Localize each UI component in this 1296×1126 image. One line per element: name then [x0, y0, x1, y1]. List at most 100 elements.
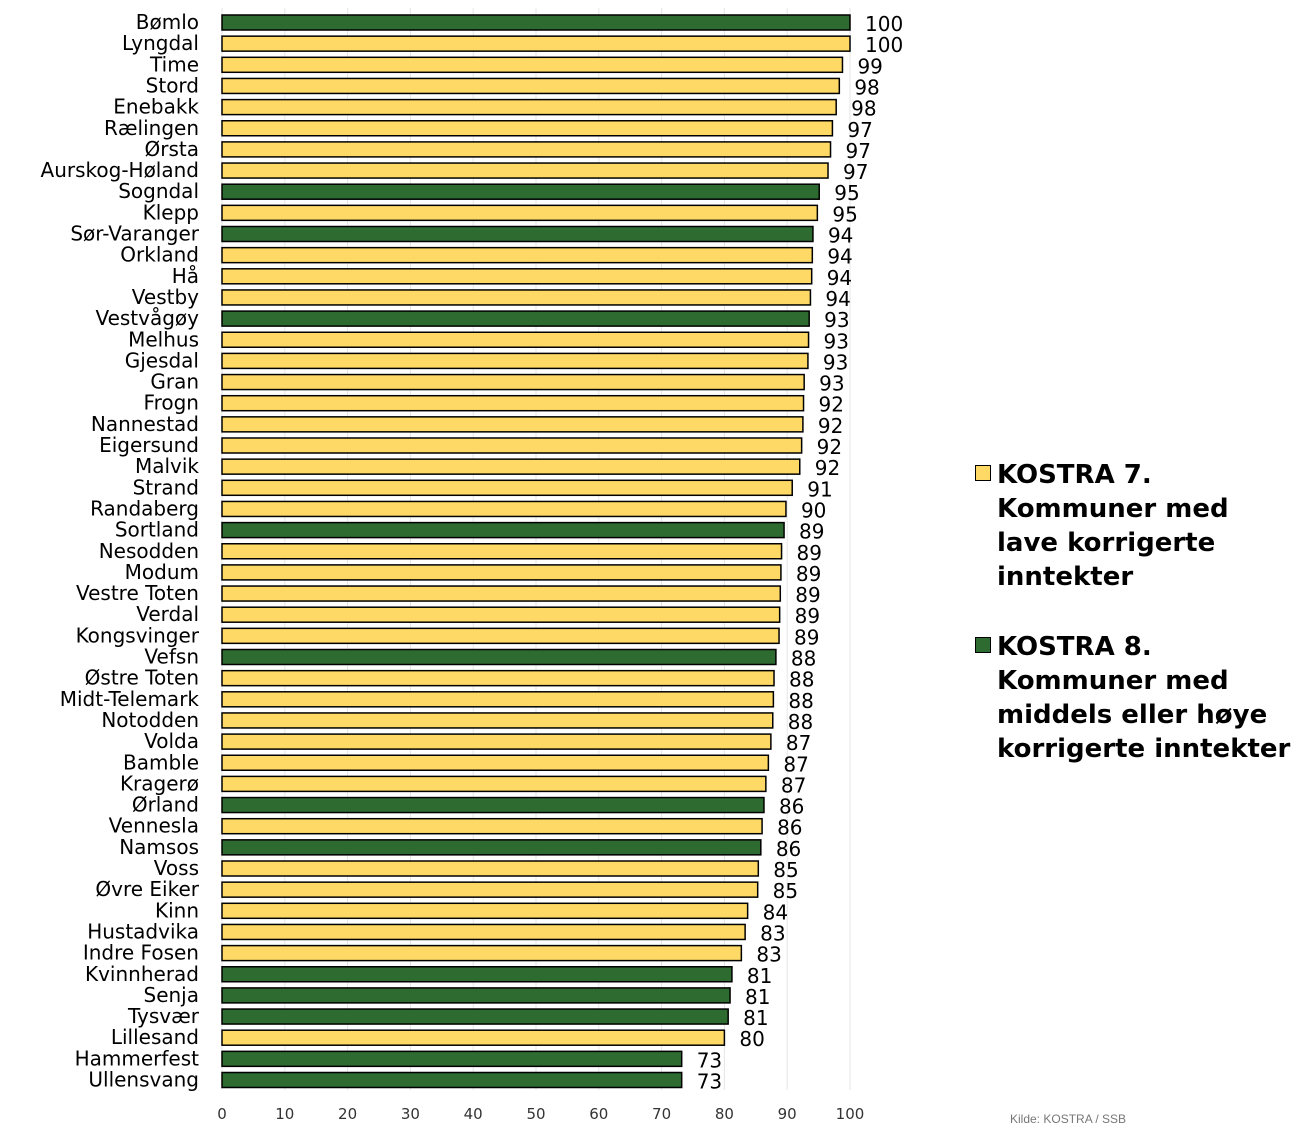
bar	[221, 352, 809, 370]
data-label: 89	[794, 625, 819, 649]
category-label: Modum	[125, 560, 199, 584]
data-label: 81	[747, 964, 772, 988]
bar	[221, 648, 777, 666]
bar	[221, 162, 829, 179]
category-label: Ørland	[132, 793, 199, 817]
data-label: 92	[818, 414, 843, 438]
category-label: Kongsvinger	[76, 623, 200, 647]
bar	[221, 56, 844, 74]
data-label: 90	[801, 498, 826, 522]
bar	[221, 923, 746, 941]
category-label: Hå	[172, 264, 199, 288]
category-label: Nannestad	[91, 412, 199, 436]
data-label: 94	[827, 266, 852, 290]
data-label: 98	[851, 97, 876, 121]
category-label: Gjesdal	[125, 348, 199, 372]
x-tick-label: 10	[275, 1105, 294, 1123]
data-label: 86	[776, 837, 801, 861]
category-label: Aurskog-Høland	[41, 158, 199, 182]
category-label: Hammerfest	[75, 1046, 200, 1070]
bar	[221, 14, 851, 31]
bar	[221, 966, 733, 983]
bar	[221, 839, 762, 856]
bar	[221, 268, 813, 285]
data-label: 87	[781, 773, 806, 797]
data-label: 97	[846, 139, 871, 163]
category-label: Kinn	[155, 898, 199, 922]
data-label: 89	[796, 562, 821, 586]
category-label: Vestvågøy	[95, 306, 199, 330]
data-label: 85	[773, 858, 798, 882]
category-label: Midt-Telemark	[60, 687, 200, 711]
bar	[221, 817, 763, 835]
category-label: Time	[149, 52, 199, 76]
data-label: 94	[828, 224, 853, 248]
category-label: Nesodden	[99, 539, 199, 563]
data-label: 92	[817, 435, 842, 459]
category-label: Kragerø	[120, 771, 199, 795]
category-label: Sogndal	[118, 179, 199, 203]
data-label: 94	[827, 245, 852, 269]
x-tick-label: 60	[589, 1105, 608, 1123]
x-tick-label: 90	[778, 1105, 797, 1123]
legend: KOSTRA 7. Kommuner med lave korrigerte i…	[975, 458, 1295, 766]
data-label: 93	[824, 308, 849, 332]
bar	[221, 712, 774, 729]
data-label: 81	[743, 1006, 768, 1030]
bar	[221, 204, 819, 222]
category-label: Vefsn	[144, 645, 199, 669]
bar	[221, 796, 765, 814]
bar	[221, 564, 782, 581]
bar	[221, 1050, 683, 1068]
category-label: Hustadvika	[87, 919, 199, 943]
bar	[221, 987, 731, 1004]
legend-swatch-kostra-7	[975, 465, 991, 481]
bar	[221, 458, 801, 475]
data-label: 91	[807, 477, 832, 501]
bar	[221, 98, 837, 116]
bar	[221, 141, 832, 158]
bar	[221, 944, 743, 962]
category-label: Malvik	[135, 454, 199, 478]
bar	[221, 627, 780, 645]
bar	[221, 394, 805, 412]
category-label: Indre Fosen	[83, 941, 199, 965]
category-label: Ullensvang	[88, 1068, 199, 1092]
bar	[221, 35, 851, 52]
data-label: 85	[773, 879, 798, 903]
data-label: 86	[777, 816, 802, 840]
data-label: 100	[865, 33, 903, 57]
x-tick-label: 20	[338, 1105, 357, 1123]
category-label: Stord	[146, 73, 199, 97]
bar	[221, 373, 805, 391]
category-label: Volda	[144, 729, 199, 753]
data-label: 93	[824, 329, 849, 353]
category-label: Vennesla	[109, 814, 199, 838]
category-label: Tysvær	[127, 1004, 200, 1028]
bar-chart: 0 10 20 30 40 50 60 70 80 90 100 Bømlo 100 Lyngdal 100…	[41, 8, 903, 1123]
category-label: Bømlo	[136, 10, 199, 34]
data-label: 73	[697, 1048, 722, 1072]
data-label: 92	[815, 456, 840, 480]
category-label: Eigersund	[99, 433, 199, 457]
data-label: 88	[788, 710, 813, 734]
bar	[221, 437, 803, 454]
bar	[221, 479, 793, 497]
data-label: 88	[791, 647, 816, 671]
category-label: Notodden	[101, 708, 199, 732]
data-label: 80	[739, 1027, 764, 1051]
bar	[221, 585, 782, 602]
bar	[221, 310, 810, 327]
bar	[221, 775, 767, 793]
x-tick-label: 80	[715, 1105, 734, 1123]
data-label: 88	[788, 689, 813, 713]
legend-label-kostra-8: KOSTRA 8. Kommuner med middels eller høy…	[997, 632, 1291, 764]
legend-swatch-kostra-8	[975, 637, 991, 653]
x-tick-label: 70	[652, 1105, 671, 1123]
bar	[221, 246, 814, 264]
legend-item-kostra-7: KOSTRA 7. Kommuner med lave korrigerte i…	[975, 458, 1295, 594]
category-label: Kvinnherad	[85, 962, 199, 986]
bar	[221, 860, 760, 877]
data-label: 94	[825, 287, 850, 311]
category-label: Voss	[154, 856, 199, 880]
